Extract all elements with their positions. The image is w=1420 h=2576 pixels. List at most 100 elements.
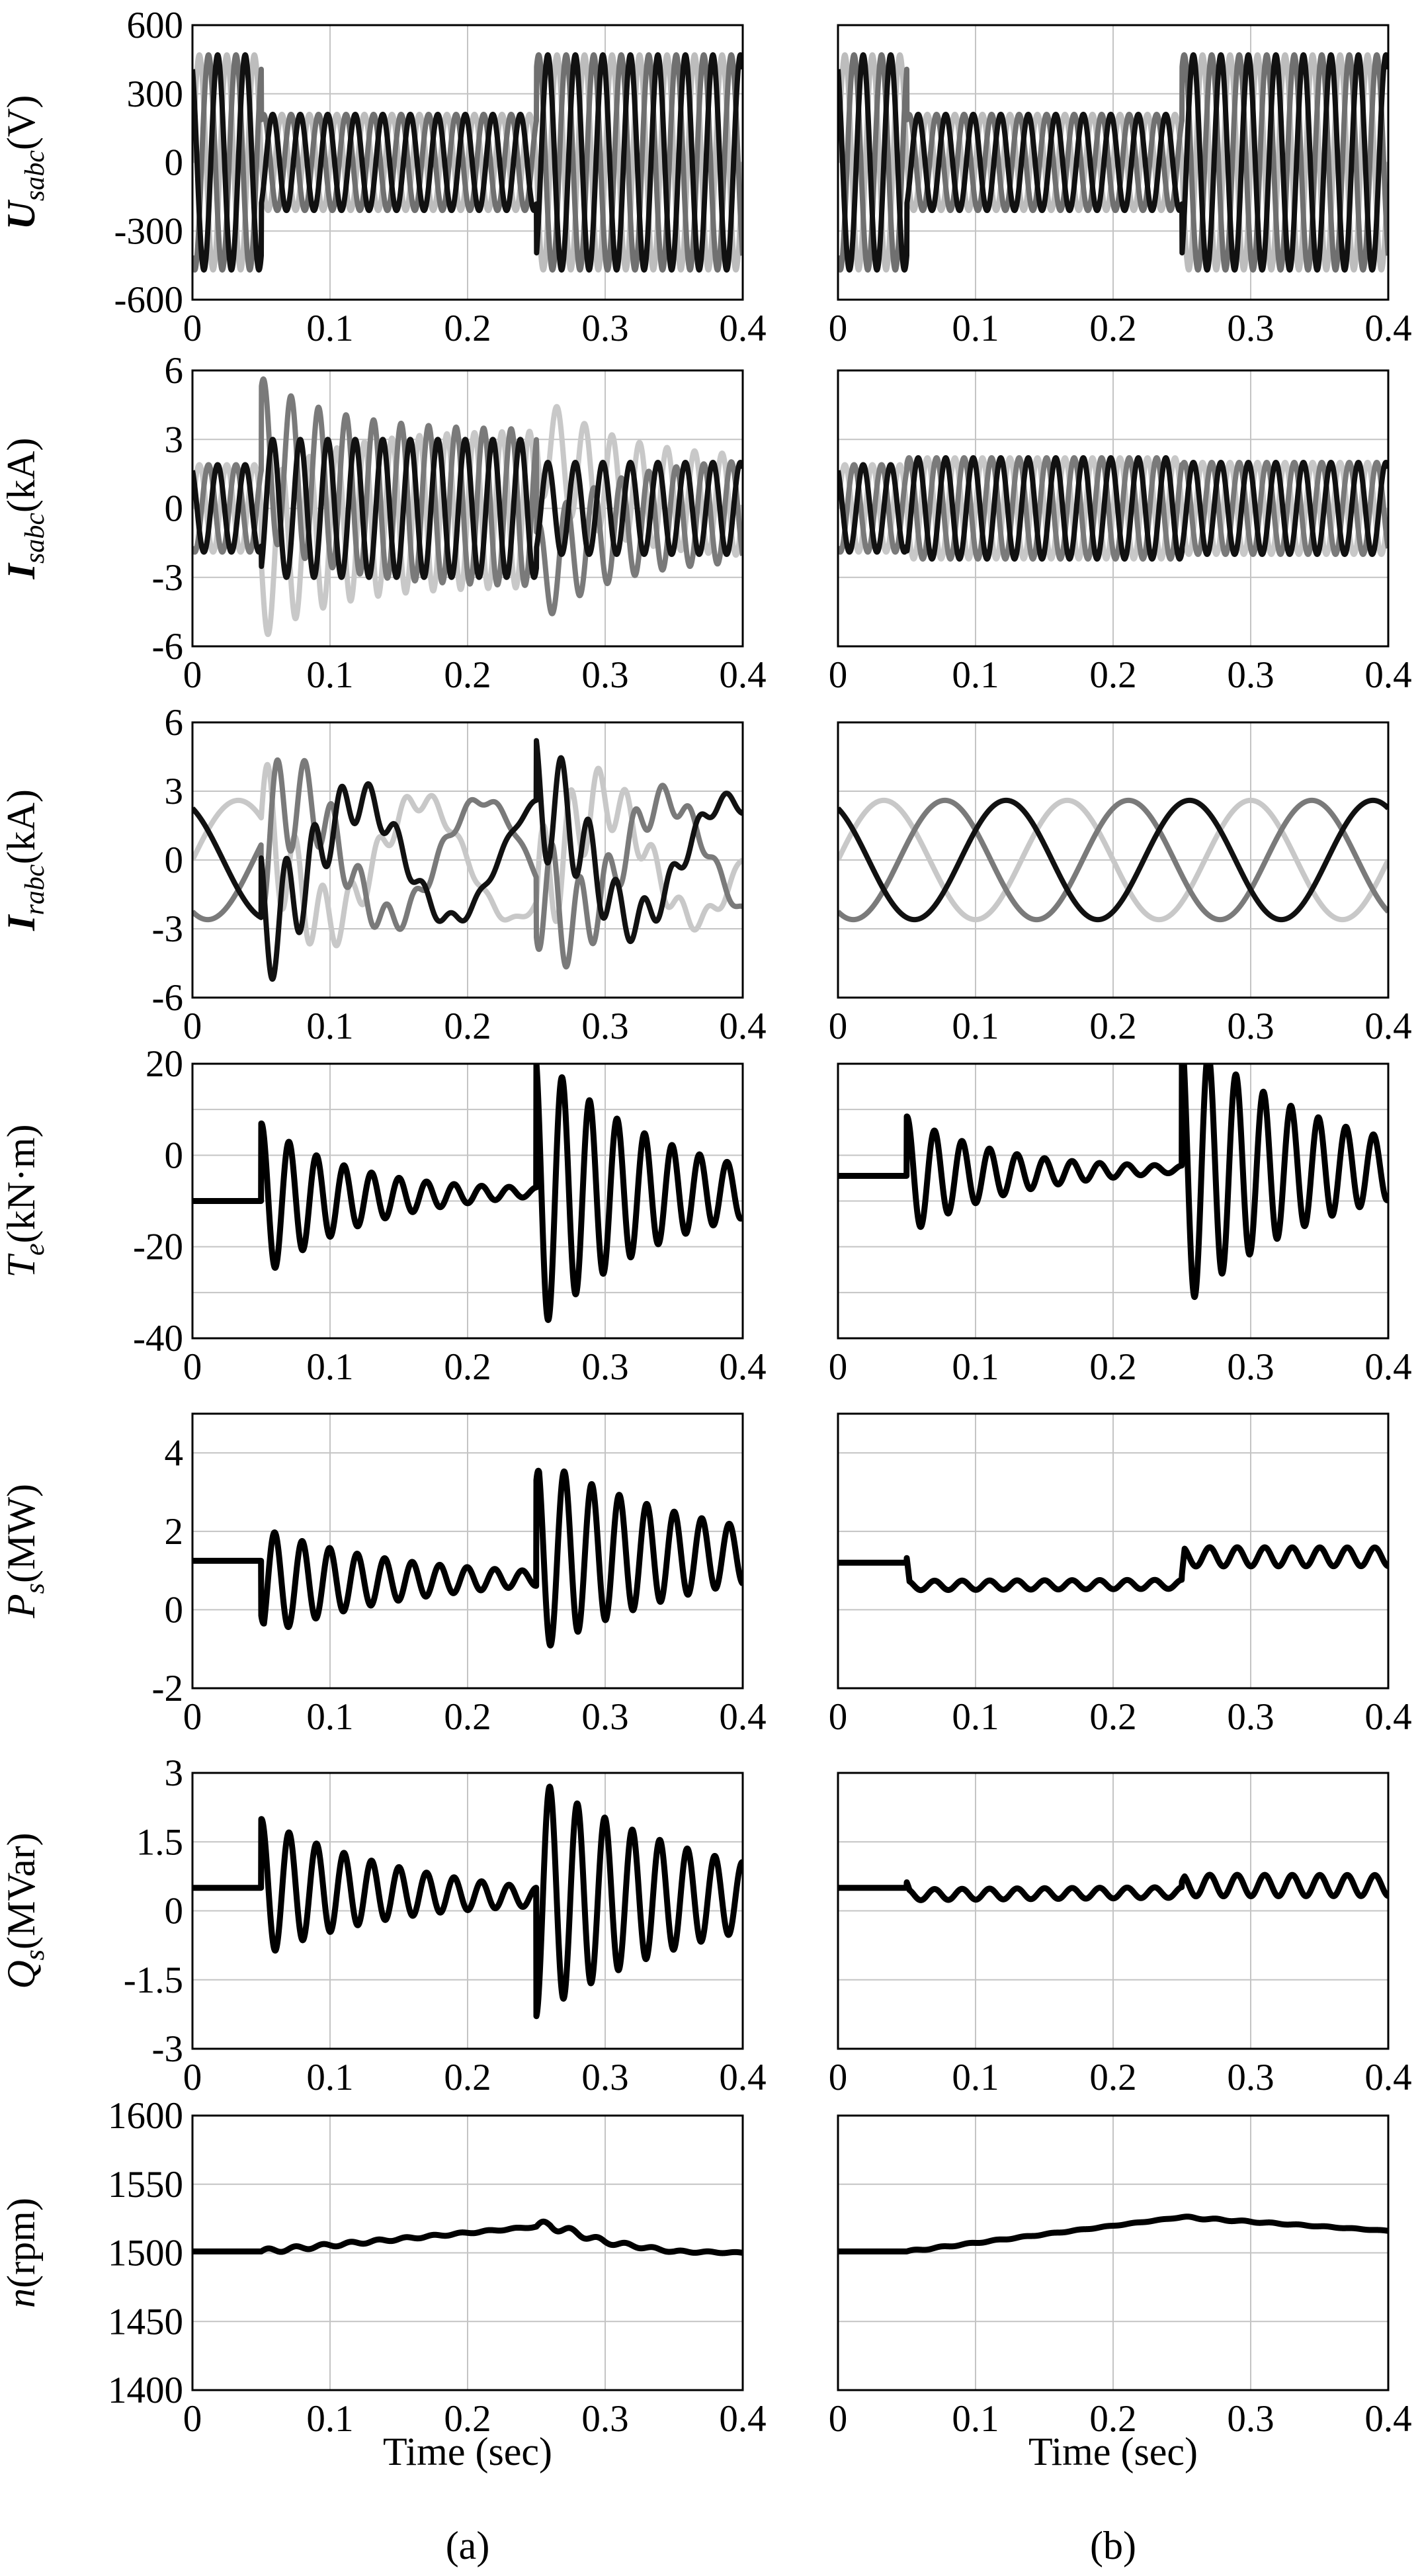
series-line-usabc-b-3 xyxy=(838,52,1388,273)
plot-frame xyxy=(191,1062,744,1340)
y-tick-label: 1450 xyxy=(108,2301,183,2342)
x-tick-label: 0.3 xyxy=(581,2398,628,2440)
x-tick-label: 0.1 xyxy=(306,1006,353,1047)
x-tick-label: 0 xyxy=(183,1346,202,1388)
y-axis-label: Te(kN·m) xyxy=(0,1125,50,1278)
chart-usabc-a: 0 0.1 0.2 0.3 0.4 600 300 0 -300 -600 Usabc(V) xyxy=(0,5,767,349)
x-tick-label: 0.1 xyxy=(952,1346,999,1388)
x-tick-label: 0 xyxy=(829,1346,848,1388)
x-tick-label: 0.1 xyxy=(952,2057,999,2098)
x-tick-label: 0.1 xyxy=(952,2398,999,2440)
series-line-isabc-b-1 xyxy=(838,455,1388,562)
y-tick-label: 600 xyxy=(127,5,184,46)
y-tick-label: 0 xyxy=(165,142,184,184)
x-tick-label: 0.4 xyxy=(719,308,766,349)
y-tick-label: -3 xyxy=(152,2028,183,2070)
plot-frame xyxy=(191,369,744,648)
panel-label-a: (a) xyxy=(446,2524,490,2567)
series-line-usabc-b-1 xyxy=(838,52,1388,273)
y-tick-label: 300 xyxy=(127,73,184,115)
x-tick-label: 0.1 xyxy=(306,654,353,696)
x-tick-label: 0 xyxy=(183,308,202,349)
y-tick-label: -3 xyxy=(152,908,183,950)
x-tick-label: 0.2 xyxy=(1089,2057,1136,2098)
x-tick-label: 0.4 xyxy=(719,654,766,696)
x-tick-label: 0.4 xyxy=(1364,2398,1411,2440)
plot-frame xyxy=(837,24,1390,301)
x-tick-label: 0.4 xyxy=(719,2398,766,2440)
series-line-n-b-1 xyxy=(838,2213,1388,2254)
series-line-isabc-a-3 xyxy=(192,437,743,580)
chart-irabc-a: 0 0.1 0.2 0.3 0.4 6 3 0 -3 -6 Irabc(kA) xyxy=(0,702,767,1047)
plot-frame xyxy=(837,369,1390,648)
x-tick-label: 0.2 xyxy=(1089,1006,1136,1047)
x-tick-label: 0.2 xyxy=(444,1696,491,1738)
series-line-usabc-a-3 xyxy=(192,52,743,273)
x-tick-label: 0.3 xyxy=(1227,1006,1274,1047)
x-tick-label: 0.1 xyxy=(952,1006,999,1047)
series-line-irabc-a-2 xyxy=(192,757,743,970)
series-line-te-a-1 xyxy=(192,1064,743,1323)
series-line-isabc-b-3 xyxy=(838,455,1388,562)
series-line-usabc-a-2 xyxy=(192,52,743,273)
plot-frame xyxy=(837,721,1390,999)
x-tick-label: 0.3 xyxy=(581,654,628,696)
x-tick-label: 0 xyxy=(183,2057,202,2098)
chart-ps-b: 0 0.1 0.2 0.3 0.4 xyxy=(829,1412,1412,1738)
panel-label-b: (b) xyxy=(1090,2524,1136,2567)
y-tick-label: 1600 xyxy=(108,2095,183,2137)
x-tick-label: 0.3 xyxy=(1227,2057,1274,2098)
y-tick-label: 1500 xyxy=(108,2233,183,2274)
x-tick-label: 0 xyxy=(829,308,848,349)
x-tick-label: 0.2 xyxy=(1089,1346,1136,1388)
x-tick-label: 0.3 xyxy=(1227,2398,1274,2440)
series-line-qs-b-1 xyxy=(838,1871,1388,1903)
y-tick-label: 1.5 xyxy=(136,1821,183,1863)
y-tick-label: 0 xyxy=(165,1589,184,1631)
y-tick-label: -600 xyxy=(114,279,183,321)
series-line-usabc-a-1 xyxy=(192,52,743,273)
x-tick-label: 0.2 xyxy=(1089,1696,1136,1738)
y-tick-label: -6 xyxy=(152,977,183,1019)
plot-frame xyxy=(837,1772,1390,2050)
x-tick-label: 0.3 xyxy=(1227,654,1274,696)
series-line-n-a-1 xyxy=(192,2218,743,2256)
x-tick-label: 0.1 xyxy=(306,1346,353,1388)
y-tick-label: 0 xyxy=(165,839,184,881)
x-tick-label: 0.2 xyxy=(1089,654,1136,696)
x-tick-label: 0.4 xyxy=(1364,1346,1411,1388)
chart-irabc-b: 0 0.1 0.2 0.3 0.4 xyxy=(829,721,1412,1047)
x-tick-label: 0.3 xyxy=(581,2057,628,2098)
x-tick-label: 0.4 xyxy=(1364,1696,1411,1738)
chart-n-a: 0 0.1 0.2 0.3 0.4 1600 1550 1500 1450 1400 n(rpm) xyxy=(0,2095,767,2440)
x-tick-label: 0.3 xyxy=(581,308,628,349)
x-tick-label: 0.3 xyxy=(581,1006,628,1047)
y-axis-label: Irabc(kA) xyxy=(0,789,50,931)
x-tick-label: 0.2 xyxy=(1089,2398,1136,2440)
x-tick-label: 0.3 xyxy=(1227,1346,1274,1388)
series-line-irabc-b-3 xyxy=(838,797,1388,923)
y-tick-label: -20 xyxy=(133,1226,183,1268)
x-tick-label: 0.1 xyxy=(952,654,999,696)
x-tick-label: 0.1 xyxy=(306,2057,353,2098)
y-tick-label: 3 xyxy=(165,419,184,460)
x-tick-label: 0.1 xyxy=(306,308,353,349)
y-tick-label: -300 xyxy=(114,210,183,252)
plot-frame xyxy=(191,1772,744,2050)
x-tick-label: 0.2 xyxy=(444,1346,491,1388)
x-tick-label: 0 xyxy=(829,2398,848,2440)
x-tick-label: 0.2 xyxy=(444,1006,491,1047)
x-tick-label: 0.4 xyxy=(719,1006,766,1047)
chart-n-b: 0 0.1 0.2 0.3 0.4 xyxy=(829,2114,1412,2440)
plot-frame xyxy=(191,721,744,999)
plot-frame xyxy=(191,24,744,301)
xaxis-title-b: Time (sec) xyxy=(1028,2430,1198,2473)
plot-frame xyxy=(837,1412,1390,1690)
y-tick-label: -1.5 xyxy=(124,1959,183,2001)
plot-frame xyxy=(837,2114,1390,2391)
y-axis-label: Qs(MVar) xyxy=(0,1832,50,1989)
chart-te-a: 0 0.1 0.2 0.3 0.4 20 0 -20 -40 Te(kN·m) xyxy=(0,1043,767,1388)
x-tick-label: 0.2 xyxy=(444,654,491,696)
